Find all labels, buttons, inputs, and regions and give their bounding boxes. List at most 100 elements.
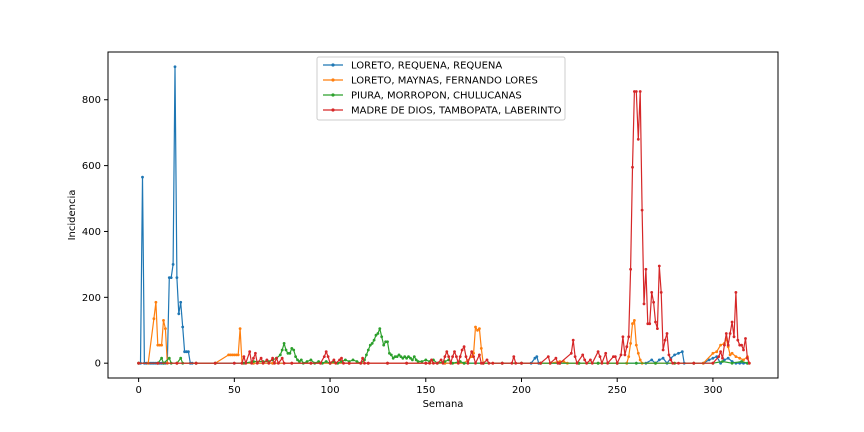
legend-entry: LORETO, REQUENA, REQUENA: [323, 61, 502, 72]
data-point: [723, 343, 726, 347]
data-point: [514, 361, 518, 365]
data-point: [342, 361, 345, 365]
legend-box: [316, 56, 566, 121]
data-point: [240, 361, 244, 365]
data-point: [677, 351, 680, 355]
legend-entry: PIURA, MORROPON, CHULUCANAS: [323, 91, 522, 102]
data-point: [238, 327, 242, 330]
data-point: [669, 358, 673, 362]
y-tick-label: 600: [82, 161, 101, 172]
data-point: [667, 353, 671, 357]
data-point: [361, 356, 364, 360]
data-point: [546, 355, 550, 358]
data-point: [416, 360, 420, 363]
data-point: [478, 353, 481, 357]
data-point: [721, 356, 724, 360]
legend: LORETO, REQUENA, REQUENA LORETO, MAYNAS, …: [316, 56, 566, 121]
legend-entry: MADRE DE DIOS, TAMBOPATA, LABERINTO: [323, 106, 562, 117]
data-point: [734, 355, 738, 358]
data-point: [627, 355, 631, 358]
data-point: [232, 361, 236, 365]
data-point: [294, 355, 297, 358]
data-point: [152, 317, 156, 321]
data-point: [391, 356, 395, 360]
data-point: [575, 361, 579, 365]
data-point: [656, 327, 659, 330]
data-point: [250, 361, 254, 365]
data-point: [372, 338, 376, 342]
data-point: [305, 360, 309, 363]
data-point: [663, 338, 667, 342]
data-point: [290, 347, 294, 350]
data-point: [424, 361, 428, 365]
data-point: [634, 90, 638, 93]
legend-swatch-marker: [331, 93, 335, 97]
data-point: [673, 353, 676, 357]
data-point: [665, 332, 669, 335]
data-point: [340, 356, 343, 360]
data-point: [581, 353, 585, 357]
data-point: [633, 319, 636, 322]
data-point: [326, 355, 330, 358]
data-point: [707, 358, 711, 362]
data-point: [309, 358, 313, 362]
data-point: [420, 360, 424, 363]
data-point: [476, 328, 479, 332]
data-point: [715, 350, 719, 354]
data-point: [619, 353, 623, 357]
data-point: [548, 361, 552, 365]
data-point: [638, 358, 642, 362]
data-point: [254, 351, 257, 355]
data-point: [162, 319, 165, 322]
data-point: [194, 361, 198, 365]
data-point: [455, 355, 458, 358]
data-point: [177, 312, 181, 316]
data-point: [261, 361, 265, 365]
data-point: [654, 361, 657, 365]
data-point: [721, 360, 724, 363]
data-point: [638, 90, 642, 93]
x-tick-label: 250: [608, 385, 627, 396]
data-point: [428, 361, 431, 365]
series-3: [137, 90, 751, 365]
data-point: [401, 356, 405, 360]
x-tick-label: 50: [228, 385, 241, 396]
data-point: [160, 356, 164, 360]
data-point: [382, 343, 386, 347]
data-point: [500, 361, 504, 365]
data-point: [317, 360, 320, 363]
data-point: [298, 360, 301, 363]
data-point: [181, 325, 185, 329]
data-point: [730, 320, 734, 324]
data-point: [389, 353, 393, 357]
legend-entry: LORETO, MAYNAS, FERNANDO LORES: [323, 76, 538, 87]
data-point: [403, 355, 407, 358]
data-point: [520, 361, 523, 365]
data-point: [640, 208, 644, 212]
data-point: [677, 361, 680, 365]
data-point: [596, 361, 600, 365]
data-point: [255, 361, 259, 365]
data-point: [363, 361, 366, 365]
legend-label: LORETO, MAYNAS, FERNANDO LORES: [351, 76, 538, 87]
data-point: [407, 355, 410, 358]
data-point: [747, 361, 751, 365]
data-point: [414, 358, 418, 362]
data-point: [535, 355, 539, 358]
data-point: [571, 338, 575, 342]
data-point: [451, 355, 454, 358]
data-point: [728, 353, 732, 357]
legend-label: PIURA, MORROPON, CHULUCANAS: [351, 91, 522, 102]
data-point: [661, 356, 665, 360]
data-point: [252, 356, 255, 360]
data-point: [319, 361, 322, 365]
data-point: [478, 327, 481, 330]
data-point: [244, 361, 248, 365]
data-point: [634, 361, 638, 365]
data-point: [613, 355, 617, 358]
data-point: [328, 361, 332, 365]
data-point: [600, 361, 604, 365]
data-point: [169, 276, 173, 279]
data-point: [746, 356, 749, 360]
data-point: [644, 267, 648, 271]
